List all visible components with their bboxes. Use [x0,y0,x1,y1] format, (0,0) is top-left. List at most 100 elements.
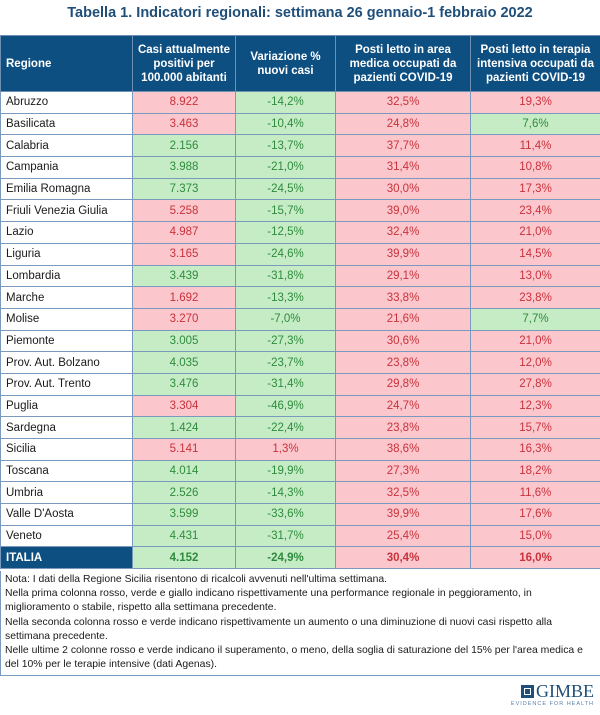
area-medica-value: 38,6% [335,438,471,461]
region-name: Basilicata [0,112,133,136]
region-name: ITALIA [0,546,133,570]
casi-value: 1.424 [132,416,236,439]
casi-value: 3.165 [132,242,236,266]
area-medica-value: 30,6% [335,329,471,353]
terapia-intensiva-value: 15,7% [470,416,600,439]
casi-value: 5.141 [132,438,236,461]
terapia-intensiva-value: 19,3% [470,91,600,114]
table-row: Toscana 4.014 -19,9% 27,3% 18,2% [0,459,600,483]
table-row: Sardegna 1.424 -22,4% 23,8% 15,7% [0,416,600,439]
variazione-value: -46,9% [235,394,336,418]
table-row: Piemonte 3.005 -27,3% 30,6% 21,0% [0,329,600,353]
region-name: Campania [0,156,133,179]
table-row: Basilicata 3.463 -10,4% 24,8% 7,6% [0,112,600,136]
note-second-column: Nella seconda colonna rosso e verde indi… [5,616,552,642]
terapia-intensiva-value: 12,0% [470,351,600,374]
region-name: Toscana [0,459,133,483]
casi-value: 3.439 [132,264,236,288]
table-row: Molise 3.270 -7,0% 21,6% 7,7% [0,307,600,331]
area-medica-value: 25,4% [335,524,471,548]
variazione-value: -19,9% [235,459,336,483]
casi-value: 3.988 [132,156,236,179]
regional-indicators-table: Regione Casi attualmente positivi per 10… [0,35,600,570]
casi-value: 8.922 [132,91,236,114]
table-row: Puglia 3.304 -46,9% 24,7% 12,3% [0,394,600,418]
variazione-value: -12,5% [235,221,336,244]
terapia-intensiva-value: 7,7% [470,307,600,331]
area-medica-value: 30,0% [335,177,471,201]
casi-value: 3.270 [132,307,236,331]
table-row: Valle D'Aosta 3.599 -33,6% 39,9% 17,6% [0,503,600,526]
variazione-value: -24,6% [235,242,336,266]
terapia-intensiva-value: 16,0% [470,546,600,570]
header-row: Regione Casi attualmente positivi per 10… [0,35,600,92]
table-row: Prov. Aut. Trento 3.476 -31,4% 29,8% 27,8% [0,372,600,396]
casi-value: 2.156 [132,134,236,158]
area-medica-value: 24,7% [335,394,471,418]
table-row: Liguria 3.165 -24,6% 39,9% 14,5% [0,242,600,266]
table-row: Veneto 4.431 -31,7% 25,4% 15,0% [0,524,600,548]
region-name: Calabria [0,134,133,158]
table-row: Prov. Aut. Bolzano 4.035 -23,7% 23,8% 12,0% [0,351,600,374]
variazione-value: -10,4% [235,112,336,136]
terapia-intensiva-value: 11,4% [470,134,600,158]
region-name: Prov. Aut. Bolzano [0,351,133,374]
variazione-value: -31,8% [235,264,336,288]
gimbe-logo-icon [521,684,534,698]
header-terapia-intensiva: Posti letto in terapia intensiva occupat… [470,35,600,92]
header-casi: Casi attualmente positivi per 100.000 ab… [132,35,236,92]
area-medica-value: 23,8% [335,351,471,374]
variazione-value: -13,3% [235,286,336,309]
area-medica-value: 29,8% [335,372,471,396]
logo-tagline: EVIDENCE FOR HEALTH [510,701,594,707]
note-sicilia: Nota: I dati della Regione Sicilia risen… [5,574,388,585]
casi-value: 4.431 [132,524,236,548]
variazione-value: -15,7% [235,199,336,223]
region-name: Lazio [0,221,133,244]
casi-value: 3.476 [132,372,236,396]
terapia-intensiva-value: 21,0% [470,221,600,244]
region-name: Lombardia [0,264,133,288]
table-row: Lombardia 3.439 -31,8% 29,1% 13,0% [0,264,600,288]
casi-value: 7.373 [132,177,236,201]
note-first-column: Nella prima colonna rosso, verde e giall… [5,588,532,614]
variazione-value: -14,2% [235,91,336,114]
logo-name: GIMBE [536,681,594,701]
terapia-intensiva-value: 7,6% [470,112,600,136]
casi-value: 3.599 [132,503,236,526]
variazione-value: -7,0% [235,307,336,331]
terapia-intensiva-value: 14,5% [470,242,600,266]
region-name: Emilia Romagna [0,177,133,201]
variazione-value: -14,3% [235,481,336,505]
variazione-value: -21,0% [235,156,336,179]
terapia-intensiva-value: 23,4% [470,199,600,223]
area-medica-value: 39,0% [335,199,471,223]
terapia-intensiva-value: 23,8% [470,286,600,309]
terapia-intensiva-value: 11,6% [470,481,600,505]
region-name: Liguria [0,242,133,266]
terapia-intensiva-value: 10,8% [470,156,600,179]
variazione-value: -31,7% [235,524,336,548]
region-name: Valle D'Aosta [0,503,133,526]
region-name: Veneto [0,524,133,548]
variazione-value: 1,3% [235,438,336,461]
region-name: Puglia [0,394,133,418]
variazione-value: -31,4% [235,372,336,396]
region-name: Friuli Venezia Giulia [0,199,133,223]
terapia-intensiva-value: 13,0% [470,264,600,288]
variazione-value: -24,9% [235,546,336,570]
table-row: Emilia Romagna 7.373 -24,5% 30,0% 17,3% [0,177,600,201]
terapia-intensiva-value: 18,2% [470,459,600,483]
header-regione: Regione [0,35,133,92]
casi-value: 2.526 [132,481,236,505]
region-name: Piemonte [0,329,133,353]
casi-value: 5.258 [132,199,236,223]
area-medica-value: 37,7% [335,134,471,158]
casi-value: 3.304 [132,394,236,418]
casi-value: 4.014 [132,459,236,483]
casi-value: 1.692 [132,286,236,309]
area-medica-value: 31,4% [335,156,471,179]
area-medica-value: 21,6% [335,307,471,331]
area-medica-value: 30,4% [335,546,471,570]
variazione-value: -13,7% [235,134,336,158]
